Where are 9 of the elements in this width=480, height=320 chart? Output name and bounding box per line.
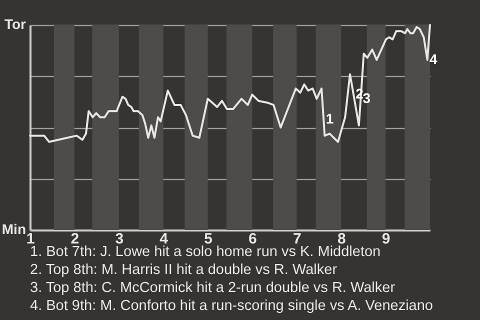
- annotation: 1: [326, 110, 334, 126]
- text: Min: [2, 221, 26, 237]
- text: 3. Top 8th: C. McCormick hit a 2-run double vs R. Walker: [30, 279, 396, 297]
- annotation: 4: [429, 50, 438, 67]
- annotation: 3: [362, 90, 371, 106]
- text: Tor: [4, 16, 27, 32]
- text: 2. Top 8th: M. Harris II hit a double vs R. Walker: [30, 261, 338, 279]
- x-tick-label: 9: [382, 230, 390, 248]
- text: 4. Bot 9th: M. Conforto hit a run-scoring single vs A. Veneziano: [30, 297, 433, 315]
